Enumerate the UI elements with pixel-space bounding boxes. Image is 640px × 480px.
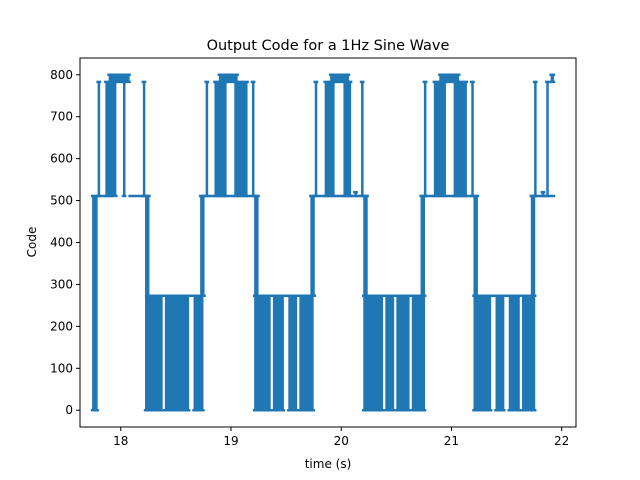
series-transition-band [272, 295, 284, 411]
series-transition-band [314, 81, 318, 196]
series-transition-band [108, 74, 130, 82]
series-transition-band [122, 81, 126, 196]
series-transition-band [256, 295, 271, 411]
series-transition-band [546, 81, 549, 196]
series-transition-band [420, 195, 425, 296]
series-transition-band [439, 74, 460, 82]
y-tick-label: 0 [65, 403, 73, 417]
series-transition-band [433, 81, 446, 196]
series-transition-band [495, 295, 505, 411]
x-tick-label: 18 [113, 434, 128, 448]
series-transition-band [343, 81, 352, 196]
series-transition-band [541, 192, 545, 196]
series-transition-band [354, 192, 357, 196]
plot-area [90, 73, 556, 412]
series-transition-band [164, 295, 190, 411]
series-transition-band [471, 81, 474, 196]
series-transition-band [200, 195, 205, 296]
series-transition-band [521, 295, 536, 411]
y-tick-label: 800 [50, 68, 73, 82]
series-transition-band [411, 295, 425, 411]
series-transition-band [218, 74, 238, 82]
series-transition-band [508, 295, 520, 411]
series-transition-band [534, 81, 537, 196]
y-axis: 0 100 200 300 400 500 600 700 800 [50, 68, 80, 417]
series-transition-band [299, 295, 314, 411]
chart-title: Output Code for a 1Hz Sine Wave [207, 38, 450, 54]
series-transition-band [453, 81, 467, 196]
series-transition-band [92, 195, 98, 411]
y-tick-label: 500 [50, 194, 73, 208]
series-transition-band [550, 74, 554, 82]
series-transition-band [142, 81, 146, 196]
series-transition-band [214, 81, 227, 196]
y-axis-label: Code [25, 227, 39, 258]
series-transition-band [288, 295, 298, 411]
x-axis-label: time (s) [305, 457, 352, 471]
series-transition-band [324, 81, 335, 196]
series-transition-band [310, 195, 315, 296]
x-axis: 18 19 20 21 22 [113, 427, 569, 448]
x-tick-label: 20 [334, 434, 349, 448]
series-transition-band [251, 81, 255, 196]
y-tick-label: 600 [50, 152, 73, 166]
series-transition-band [396, 295, 410, 411]
series-transition-band [423, 81, 427, 196]
series-transition-band [193, 295, 204, 411]
y-tick-label: 100 [50, 361, 73, 375]
series-transition-band [385, 295, 395, 411]
series-transition-band [330, 74, 349, 82]
x-tick-label: 22 [554, 434, 569, 448]
series-transition-band [205, 81, 209, 196]
series-transition-band [105, 81, 117, 196]
x-tick-label: 19 [223, 434, 238, 448]
series-transition-band [234, 81, 248, 196]
series-transition-band [147, 295, 163, 411]
series-0-line [90, 73, 556, 412]
y-tick-label: 400 [50, 236, 73, 250]
series-transition-band [361, 81, 364, 196]
x-tick-label: 21 [444, 434, 459, 448]
series-transition-band [97, 81, 101, 196]
series-transition-band [475, 295, 492, 411]
series-transition-band [365, 295, 384, 411]
y-tick-label: 200 [50, 319, 73, 333]
series-transition-band [530, 195, 536, 296]
y-tick-label: 300 [50, 277, 73, 291]
y-tick-label: 700 [50, 110, 73, 124]
